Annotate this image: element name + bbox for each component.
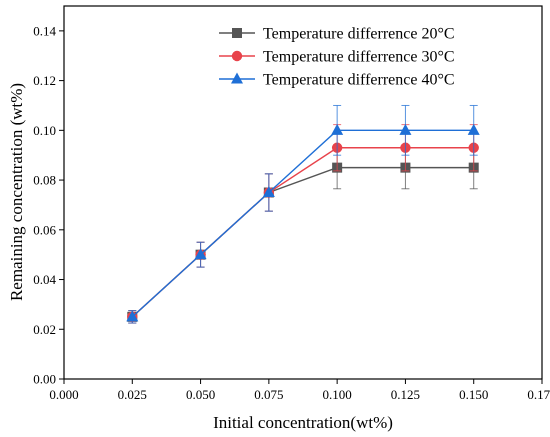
x-tick-label: 0.000 bbox=[49, 387, 78, 402]
plot-frame bbox=[63, 5, 543, 380]
legend: Temperature differrence 20°C Temperature … bbox=[219, 26, 455, 89]
y-tick-label: 0.06 bbox=[33, 222, 56, 237]
axis-ticks: 0.000 0.025 0.050 0.075 0.100 0.125 0.150 0.175… bbox=[33, 23, 550, 402]
legend-label: Temperature differrence 30°C bbox=[263, 49, 455, 66]
x-tick-label: 0.125 bbox=[391, 387, 420, 402]
series-2 bbox=[127, 124, 479, 324]
series-1 bbox=[127, 145, 479, 324]
y-tick-label: 0.10 bbox=[33, 123, 56, 138]
series-line bbox=[131, 166, 474, 318]
x-tick-label: 0.025 bbox=[118, 387, 147, 402]
x-tick-label: 0.050 bbox=[186, 387, 215, 402]
legend-label: Temperature differrence 20°C bbox=[263, 26, 455, 43]
series-line bbox=[131, 129, 474, 318]
y-tick-label: 0.08 bbox=[33, 173, 56, 188]
y-tick-label: 0.00 bbox=[33, 372, 56, 387]
legend-marker bbox=[232, 28, 242, 38]
y-tick-label: 0.14 bbox=[33, 23, 56, 38]
data-point bbox=[262, 186, 275, 197]
data-point bbox=[194, 248, 207, 260]
y-tick-label: 0.12 bbox=[33, 73, 56, 88]
x-axis-title: Initial concentration(wt%) bbox=[213, 413, 393, 432]
x-tick-label: 0.100 bbox=[323, 387, 352, 402]
data-point bbox=[467, 123, 480, 135]
legend-label: Temperature differrence 40°C bbox=[263, 72, 455, 89]
y-axis-title: Remaining concentration (wt%) bbox=[7, 83, 26, 301]
data-point bbox=[331, 123, 344, 135]
series-line bbox=[131, 147, 474, 318]
data-point bbox=[399, 123, 412, 135]
y-tick-label: 0.02 bbox=[33, 322, 56, 337]
legend-marker bbox=[231, 50, 243, 62]
x-tick-label: 0.150 bbox=[459, 387, 488, 402]
x-tick-label: 0.075 bbox=[254, 387, 283, 402]
y-tick-label: 0.04 bbox=[33, 272, 56, 287]
series-3 bbox=[126, 104, 480, 324]
data-series bbox=[126, 104, 480, 324]
x-tick-label: 0.175 bbox=[527, 387, 550, 402]
data-point bbox=[126, 310, 139, 322]
legend-marker bbox=[231, 72, 243, 84]
